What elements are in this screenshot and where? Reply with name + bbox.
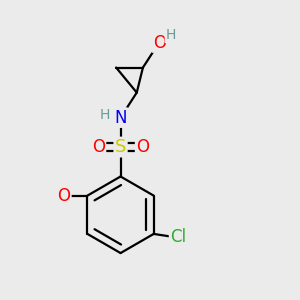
Text: O: O [92,138,105,156]
Text: H: H [99,108,110,122]
Text: N: N [114,109,127,127]
Text: O: O [57,187,70,205]
Text: S: S [115,138,126,156]
Text: H: H [166,28,176,42]
Text: O: O [136,138,149,156]
Text: Cl: Cl [170,228,186,246]
Text: O: O [153,34,166,52]
